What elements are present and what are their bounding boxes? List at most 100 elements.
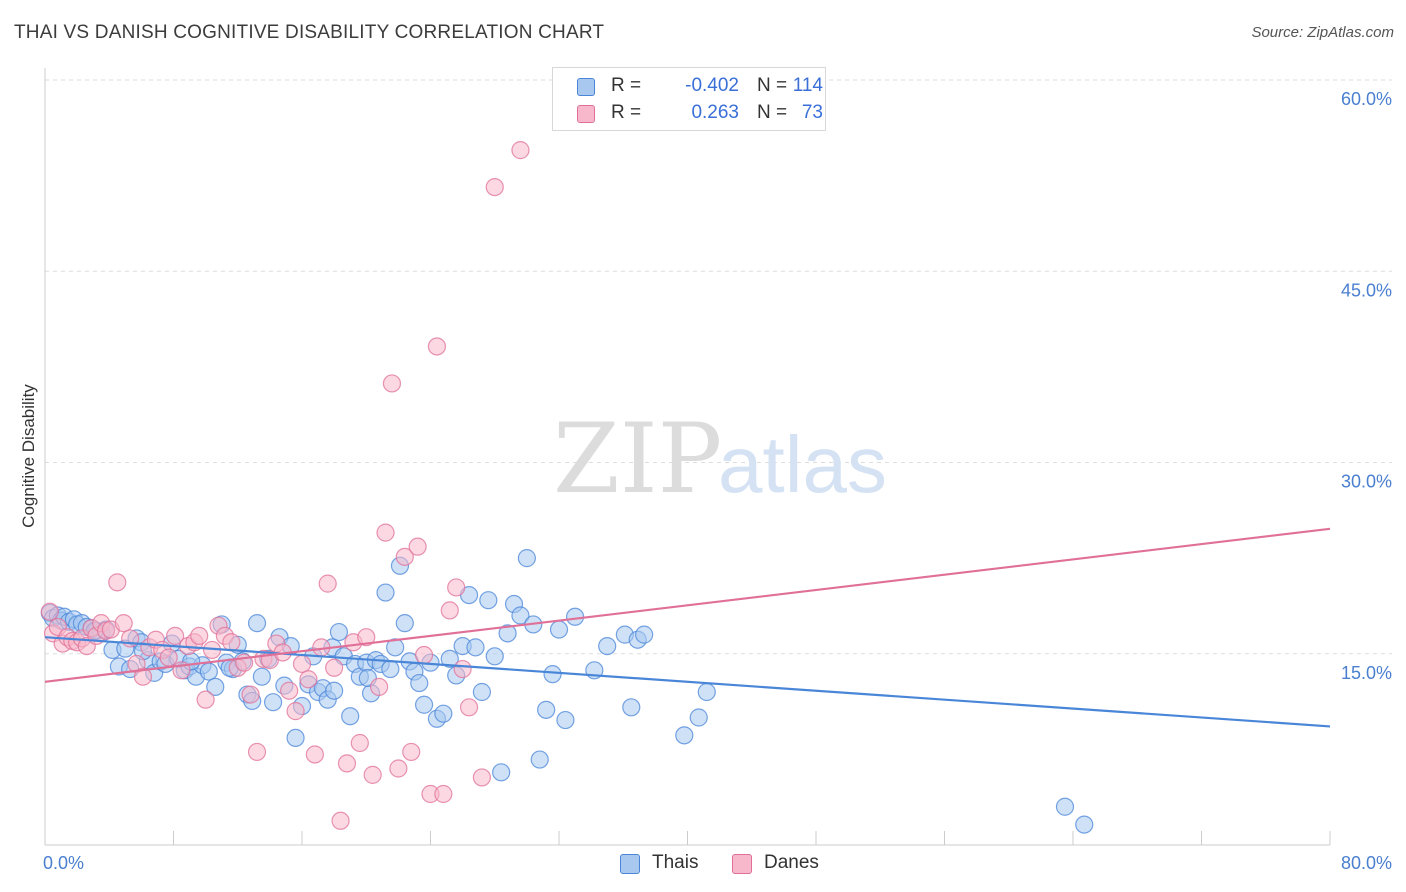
danes-point <box>299 670 318 689</box>
correlation-legend: R = -0.402 N = 114 R = 0.263 N = 73 <box>552 67 826 131</box>
trend-line-thais <box>44 636 1331 728</box>
thais-point <box>247 614 267 633</box>
danes-point <box>389 759 408 778</box>
danes-point <box>395 547 414 566</box>
y-axis-label: Cognitive Disability <box>19 384 38 528</box>
thais-point <box>472 682 491 702</box>
thais-point <box>440 649 459 668</box>
trend-line-danes <box>44 527 1331 683</box>
thais-point <box>466 638 485 657</box>
thais-point <box>434 704 453 723</box>
thais-point <box>376 583 395 602</box>
y-tick-label: 60.0% <box>1341 89 1392 109</box>
thais-point <box>530 750 549 769</box>
thais-point <box>341 707 360 726</box>
legend-label-thais: Thais <box>652 852 699 873</box>
thais-point <box>1075 815 1094 834</box>
danes-point <box>370 677 389 697</box>
thais-point <box>565 607 585 626</box>
danes-point <box>305 745 324 764</box>
thais-point <box>479 591 498 610</box>
legend-swatch-thais <box>620 854 640 874</box>
grid-lines <box>45 79 1392 655</box>
thais-point <box>635 625 654 644</box>
legend-n-value: 73 <box>801 102 823 123</box>
danes-point <box>190 626 209 646</box>
danes-point <box>382 374 402 393</box>
danes-point <box>440 601 459 620</box>
danes-point <box>453 659 472 679</box>
thais-point <box>381 659 400 679</box>
source-label: Source: ZipAtlas.com <box>1251 24 1394 41</box>
thais-point <box>414 695 434 714</box>
danes-point <box>337 754 357 773</box>
danes-point <box>286 702 305 721</box>
danes-point <box>447 578 466 597</box>
thais-point <box>395 614 414 633</box>
thais-point <box>549 620 569 639</box>
thais-point <box>492 763 511 782</box>
legend-r-value: -0.402 <box>685 75 739 96</box>
danes-point <box>511 141 530 160</box>
danes-point <box>318 574 337 593</box>
danes-point <box>408 537 427 556</box>
danes-point <box>485 178 504 197</box>
thais-point <box>537 700 556 719</box>
legend-r-label: R = <box>611 75 642 96</box>
danes-point <box>427 337 447 356</box>
watermark-atlas: atlas <box>718 420 887 509</box>
danes-point <box>434 784 453 804</box>
thais-point <box>689 708 708 727</box>
tick-labels: 15.0% 30.0% 45.0% 60.0% 0.0% 80.0% <box>43 89 1392 873</box>
danes-point <box>40 602 59 621</box>
danes-point <box>196 690 215 709</box>
y-tick-label: 30.0% <box>1341 472 1392 492</box>
thais-point <box>498 624 517 643</box>
thais-point <box>386 638 405 657</box>
danes-point <box>472 768 491 787</box>
watermark: ZIP atlas <box>553 403 887 515</box>
danes-point <box>402 742 421 762</box>
danes-point <box>280 681 299 700</box>
y-tick-label: 15.0% <box>1341 663 1392 683</box>
legend-n-label: N = <box>757 75 788 96</box>
series-danes-points <box>40 141 530 830</box>
danes-point <box>222 633 241 652</box>
chart-title: THAI VS DANISH COGNITIVE DISABILITY CORR… <box>14 22 605 43</box>
danes-point <box>376 523 395 542</box>
y-tick-label: 45.0% <box>1341 280 1392 300</box>
thais-point <box>329 622 349 642</box>
danes-point <box>114 614 133 633</box>
watermark-zip: ZIP <box>553 403 722 515</box>
thais-point <box>697 682 716 702</box>
danes-point <box>350 733 369 753</box>
legend-n-label: N = <box>757 102 788 123</box>
thais-point <box>199 662 218 681</box>
legend-r-label: R = <box>611 102 642 123</box>
thais-point <box>675 726 694 745</box>
legend-n-value: 114 <box>792 75 823 96</box>
danes-point <box>247 742 267 762</box>
thais-point <box>517 549 536 568</box>
thais-point <box>543 665 562 684</box>
axes <box>44 68 1331 846</box>
danes-point <box>331 811 350 830</box>
danes-point <box>292 654 312 674</box>
thais-point <box>598 636 617 656</box>
danes-point <box>159 648 178 667</box>
danes-point <box>108 573 127 592</box>
legend-r-value: 0.263 <box>691 102 739 123</box>
legend-swatch-danes <box>577 105 595 123</box>
danes-point <box>357 628 376 647</box>
thais-point <box>556 710 575 730</box>
thais-point <box>511 606 530 625</box>
danes-point <box>241 685 260 704</box>
thais-point <box>263 693 283 712</box>
danes-point <box>133 667 153 686</box>
danes-point <box>166 626 185 646</box>
legend-swatch-danes <box>732 854 752 874</box>
trend-lines <box>44 527 1331 728</box>
danes-point <box>459 698 479 717</box>
thais-point <box>286 728 305 748</box>
